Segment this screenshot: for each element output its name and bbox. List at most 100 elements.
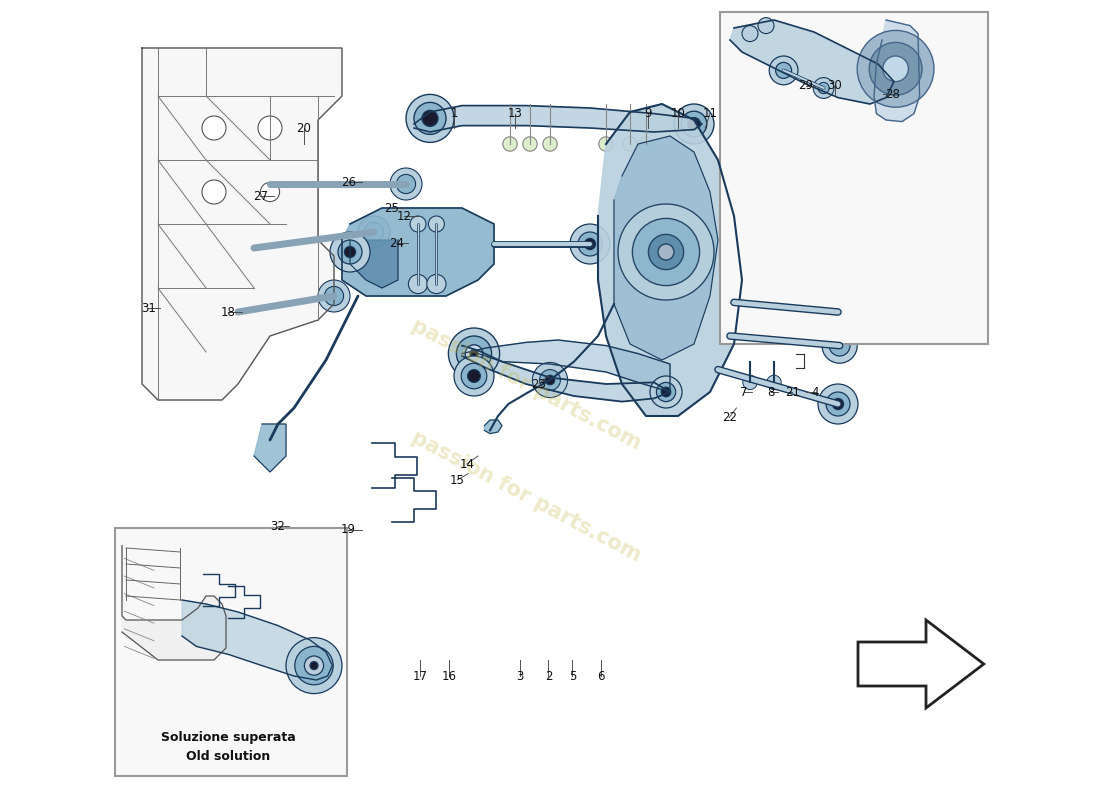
Text: 19: 19 — [341, 523, 356, 536]
Circle shape — [542, 137, 558, 151]
Text: passion for parts.com: passion for parts.com — [408, 427, 645, 565]
Circle shape — [826, 392, 850, 416]
Text: 21: 21 — [785, 386, 800, 398]
Circle shape — [742, 26, 758, 42]
Text: 30: 30 — [827, 79, 843, 92]
Circle shape — [261, 182, 279, 202]
Circle shape — [821, 294, 856, 330]
Circle shape — [338, 240, 362, 264]
Text: 1: 1 — [450, 107, 458, 120]
Text: 18: 18 — [221, 306, 235, 318]
Text: 27: 27 — [253, 190, 268, 202]
Text: 15: 15 — [450, 474, 464, 486]
Circle shape — [358, 216, 390, 248]
Circle shape — [396, 174, 416, 194]
Circle shape — [422, 110, 438, 126]
Circle shape — [578, 232, 602, 256]
Text: 31: 31 — [141, 302, 156, 314]
Circle shape — [869, 42, 922, 95]
Circle shape — [324, 286, 343, 306]
Circle shape — [310, 662, 318, 670]
Text: 29: 29 — [799, 79, 814, 92]
Circle shape — [456, 336, 492, 371]
Circle shape — [461, 363, 487, 389]
Circle shape — [758, 18, 774, 34]
Circle shape — [883, 56, 909, 82]
Circle shape — [813, 78, 834, 98]
Polygon shape — [614, 136, 718, 360]
Text: 2: 2 — [544, 670, 552, 682]
Polygon shape — [122, 546, 226, 660]
Polygon shape — [874, 20, 920, 122]
Circle shape — [427, 274, 446, 294]
Text: 10: 10 — [671, 107, 685, 120]
Circle shape — [632, 218, 700, 286]
Text: 13: 13 — [507, 107, 522, 120]
Text: passion for parts.com: passion for parts.com — [408, 315, 645, 453]
Circle shape — [584, 238, 595, 250]
Circle shape — [532, 362, 568, 398]
Text: 4: 4 — [812, 386, 820, 398]
Circle shape — [776, 62, 792, 78]
Polygon shape — [142, 48, 342, 400]
Text: 20: 20 — [296, 122, 311, 134]
Text: Soluzione superata: Soluzione superata — [161, 731, 296, 744]
Text: Old solution: Old solution — [186, 750, 271, 763]
Circle shape — [364, 222, 384, 242]
Polygon shape — [182, 600, 332, 680]
Circle shape — [742, 375, 757, 390]
Text: 26: 26 — [341, 176, 356, 189]
Circle shape — [202, 180, 226, 204]
Circle shape — [818, 384, 858, 424]
Circle shape — [202, 116, 226, 140]
Circle shape — [295, 646, 333, 685]
Text: 25: 25 — [384, 202, 399, 214]
Polygon shape — [598, 104, 743, 416]
Circle shape — [414, 102, 446, 134]
Circle shape — [769, 56, 798, 85]
Circle shape — [454, 356, 494, 396]
Text: 9: 9 — [644, 107, 651, 120]
Circle shape — [468, 370, 481, 382]
Circle shape — [674, 104, 714, 144]
Circle shape — [818, 82, 829, 94]
Circle shape — [681, 111, 707, 137]
Circle shape — [305, 656, 323, 675]
Text: 22: 22 — [722, 411, 737, 424]
Circle shape — [503, 137, 517, 151]
Circle shape — [344, 246, 355, 258]
Text: 8: 8 — [767, 386, 774, 398]
Text: 5: 5 — [569, 670, 576, 682]
Circle shape — [406, 94, 454, 142]
Text: 24: 24 — [389, 237, 404, 250]
Circle shape — [688, 118, 701, 130]
Polygon shape — [484, 420, 502, 434]
Circle shape — [410, 216, 426, 232]
Text: 17: 17 — [412, 670, 428, 682]
Circle shape — [522, 137, 537, 151]
Circle shape — [258, 116, 282, 140]
Text: 3: 3 — [516, 670, 524, 682]
Polygon shape — [254, 424, 286, 472]
Circle shape — [648, 234, 683, 270]
Text: 23: 23 — [531, 378, 547, 390]
Polygon shape — [342, 208, 494, 296]
Circle shape — [657, 382, 675, 402]
Circle shape — [639, 137, 653, 151]
Polygon shape — [858, 620, 983, 708]
Circle shape — [857, 30, 934, 107]
Circle shape — [618, 204, 714, 300]
Circle shape — [623, 137, 637, 151]
Circle shape — [449, 328, 499, 379]
FancyBboxPatch shape — [114, 528, 346, 776]
FancyBboxPatch shape — [719, 12, 988, 344]
Polygon shape — [462, 346, 670, 402]
Circle shape — [286, 638, 342, 694]
Circle shape — [465, 345, 483, 362]
Circle shape — [833, 398, 844, 410]
Circle shape — [570, 224, 611, 264]
Text: 16: 16 — [442, 670, 456, 682]
Circle shape — [540, 370, 560, 390]
Circle shape — [470, 350, 478, 358]
Text: 12: 12 — [397, 210, 411, 222]
